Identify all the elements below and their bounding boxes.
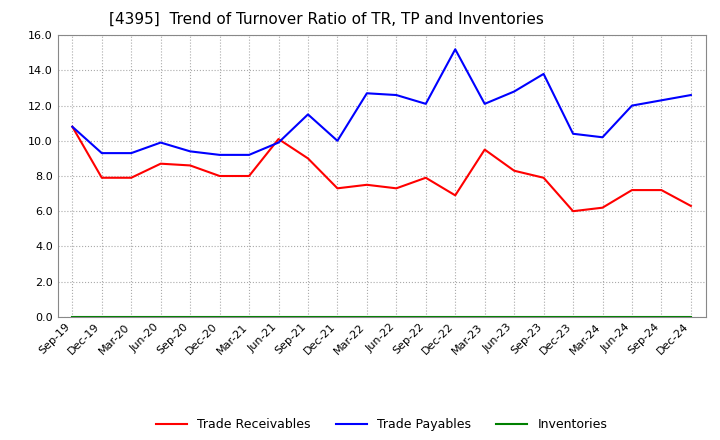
Inventories	[333, 314, 342, 319]
Inventories	[274, 314, 283, 319]
Inventories	[186, 314, 194, 319]
Inventories	[628, 314, 636, 319]
Inventories	[363, 314, 372, 319]
Trade Payables	[451, 47, 459, 52]
Trade Receivables	[392, 186, 400, 191]
Trade Payables	[68, 124, 76, 129]
Legend: Trade Receivables, Trade Payables, Inventories: Trade Receivables, Trade Payables, Inven…	[151, 413, 612, 436]
Trade Payables	[127, 150, 135, 156]
Trade Payables	[156, 140, 165, 145]
Trade Receivables	[657, 187, 666, 193]
Trade Receivables	[215, 173, 224, 179]
Trade Receivables	[68, 124, 76, 129]
Text: [4395]  Trend of Turnover Ratio of TR, TP and Inventories: [4395] Trend of Turnover Ratio of TR, TP…	[109, 12, 544, 27]
Inventories	[451, 314, 459, 319]
Trade Receivables	[127, 175, 135, 180]
Trade Payables	[628, 103, 636, 108]
Trade Payables	[363, 91, 372, 96]
Trade Payables	[657, 98, 666, 103]
Trade Receivables	[510, 168, 518, 173]
Inventories	[245, 314, 253, 319]
Trade Receivables	[451, 193, 459, 198]
Trade Payables	[274, 140, 283, 145]
Trade Payables	[510, 89, 518, 94]
Inventories	[97, 314, 106, 319]
Inventories	[480, 314, 489, 319]
Inventories	[304, 314, 312, 319]
Trade Receivables	[628, 187, 636, 193]
Trade Receivables	[687, 203, 696, 209]
Trade Receivables	[480, 147, 489, 152]
Inventories	[68, 314, 76, 319]
Inventories	[510, 314, 518, 319]
Trade Payables	[97, 150, 106, 156]
Trade Payables	[304, 112, 312, 117]
Inventories	[687, 314, 696, 319]
Trade Receivables	[186, 163, 194, 168]
Trade Receivables	[333, 186, 342, 191]
Line: Trade Payables: Trade Payables	[72, 49, 691, 155]
Trade Receivables	[363, 182, 372, 187]
Trade Payables	[421, 101, 430, 106]
Trade Payables	[215, 152, 224, 158]
Inventories	[392, 314, 400, 319]
Trade Payables	[687, 92, 696, 98]
Line: Trade Receivables: Trade Receivables	[72, 127, 691, 211]
Trade Receivables	[304, 156, 312, 161]
Trade Payables	[539, 71, 548, 77]
Trade Payables	[392, 92, 400, 98]
Trade Receivables	[156, 161, 165, 166]
Trade Payables	[480, 101, 489, 106]
Inventories	[421, 314, 430, 319]
Inventories	[156, 314, 165, 319]
Trade Receivables	[598, 205, 607, 210]
Trade Receivables	[97, 175, 106, 180]
Inventories	[215, 314, 224, 319]
Trade Receivables	[245, 173, 253, 179]
Trade Payables	[186, 149, 194, 154]
Trade Payables	[333, 138, 342, 143]
Trade Payables	[245, 152, 253, 158]
Trade Receivables	[539, 175, 548, 180]
Trade Payables	[598, 135, 607, 140]
Trade Receivables	[569, 209, 577, 214]
Trade Receivables	[421, 175, 430, 180]
Inventories	[127, 314, 135, 319]
Trade Payables	[569, 131, 577, 136]
Inventories	[539, 314, 548, 319]
Trade Receivables	[274, 136, 283, 142]
Inventories	[569, 314, 577, 319]
Inventories	[598, 314, 607, 319]
Inventories	[657, 314, 666, 319]
